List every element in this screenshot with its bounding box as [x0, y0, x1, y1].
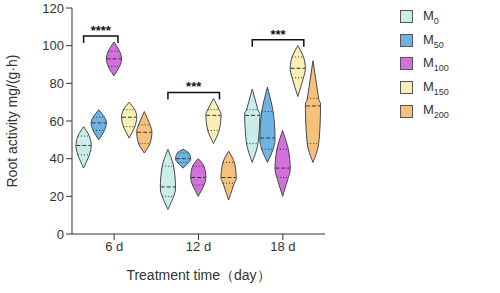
svg-text:****: **** — [91, 23, 112, 38]
svg-text:Treatment time（day）: Treatment time（day） — [126, 267, 270, 283]
html-text:M0: M0 — [423, 8, 439, 26]
svg-text:***: *** — [270, 27, 286, 42]
svg-text:***: *** — [186, 79, 202, 94]
svg-text:Root activity mg/(g·h): Root activity mg/(g·h) — [8, 54, 20, 187]
svg-text:12 d: 12 d — [186, 239, 211, 254]
html-text:M150: M150 — [423, 78, 449, 97]
svg-text:120: 120 — [42, 1, 64, 16]
svg-text:100: 100 — [42, 38, 64, 53]
svg-text:80: 80 — [50, 76, 64, 91]
svg-text:40: 40 — [50, 151, 64, 166]
svg-text:6 d: 6 d — [105, 239, 123, 254]
svg-text:18 d: 18 d — [270, 239, 295, 254]
html-text:M200: M200 — [423, 102, 449, 120]
svg-text:20: 20 — [50, 189, 64, 204]
svg-text:0: 0 — [57, 227, 64, 242]
html-text:M50: M50 — [423, 31, 444, 50]
html-text:M100: M100 — [423, 55, 449, 73]
svg-text:60: 60 — [50, 114, 64, 129]
